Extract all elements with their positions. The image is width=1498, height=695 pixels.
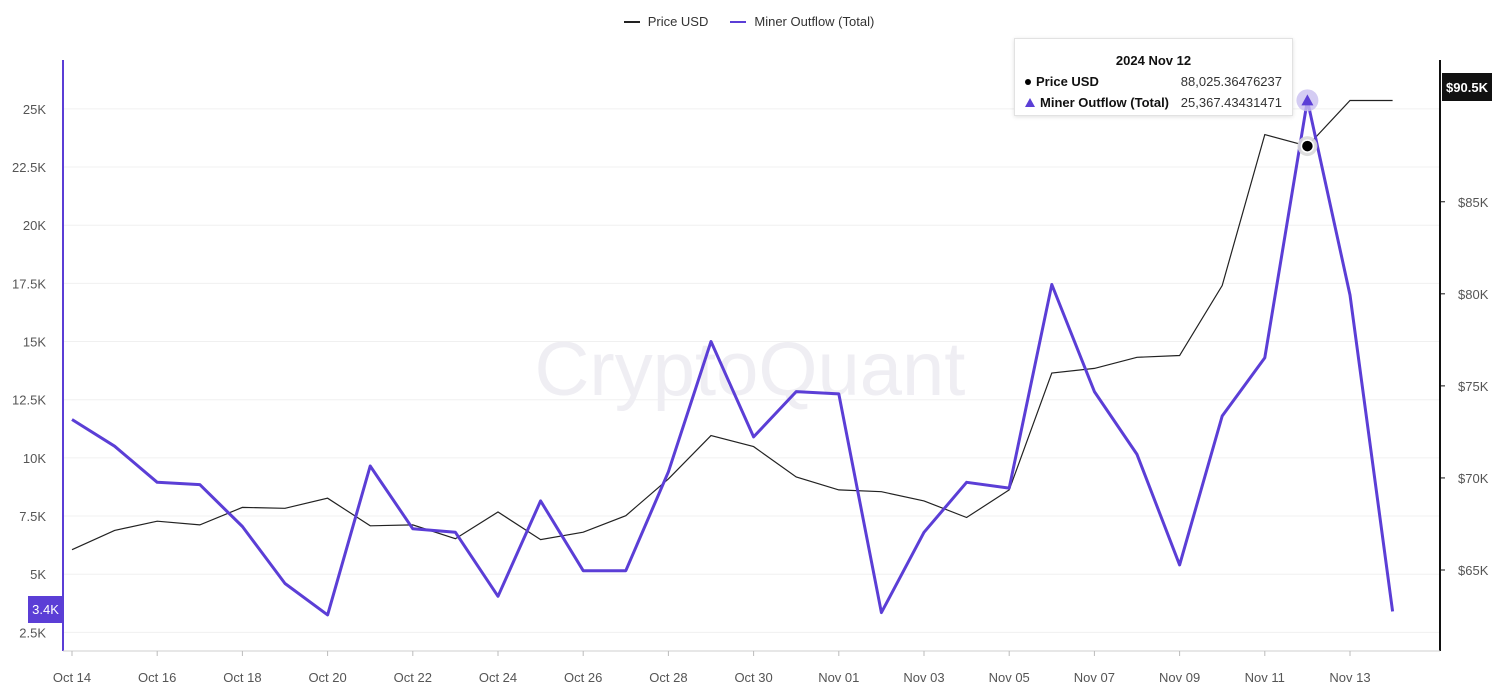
triangle-icon bbox=[1025, 98, 1035, 107]
series-layer bbox=[71, 98, 1395, 617]
legend-label-miner-outflow: Miner Outflow (Total) bbox=[754, 14, 875, 29]
x-tick-label: Oct 18 bbox=[223, 670, 261, 685]
legend-swatch-price bbox=[623, 20, 640, 23]
tooltip-row-price-value: 88,025.36476237 bbox=[1180, 74, 1282, 89]
left-tick-label: 15K bbox=[23, 335, 46, 350]
x-tick-label: Nov 01 bbox=[818, 670, 859, 685]
x-tick-label: Nov 13 bbox=[1329, 670, 1370, 685]
x-axis-ticks: Oct 14 Oct 16 Oct 18 Oct 20 Oct 22 Oct 24 Oct … bbox=[53, 651, 1371, 685]
triangle-icon bbox=[1301, 94, 1314, 106]
axes bbox=[62, 60, 1441, 652]
x-tick-label: Nov 11 bbox=[1245, 670, 1285, 685]
left-tick-label: 22.5K bbox=[12, 160, 46, 175]
legend-label-price: Price USD bbox=[647, 14, 709, 29]
tooltip-title: 2024 Nov 12 bbox=[1115, 53, 1192, 68]
left-axis-current-value-badge: 3.4K bbox=[28, 596, 63, 623]
chart-legend: Price USD Miner Outflow (Total) bbox=[0, 14, 1498, 29]
right-axis-ticks: $65K $70K $75K $80K $85K bbox=[1440, 195, 1489, 578]
right-tick-label: $70K bbox=[1458, 471, 1489, 486]
circle-icon bbox=[1025, 78, 1031, 85]
right-tick-label: $65K bbox=[1458, 563, 1489, 578]
x-tick-label: Oct 22 bbox=[394, 670, 432, 685]
series-line-miner-outflow bbox=[71, 98, 1395, 617]
left-tick-label: 10K bbox=[23, 451, 46, 466]
tooltip-row-miner-outflow: Miner Outflow (Total) 25,367.43431471 bbox=[1025, 95, 1282, 110]
series-line-price bbox=[71, 99, 1393, 551]
left-tick-label: 12.5K bbox=[12, 393, 46, 408]
watermark: CryptoQuant bbox=[535, 327, 966, 412]
tooltip: 2024 Nov 12 Price USD 88,025.36476237 Mi… bbox=[1014, 38, 1293, 116]
right-tick-label: $80K bbox=[1458, 287, 1489, 302]
tooltip-row-price-name: Price USD bbox=[1036, 74, 1099, 89]
left-tick-label: 25K bbox=[23, 102, 46, 117]
x-tick-label: Oct 14 bbox=[53, 670, 91, 685]
x-tick-label: Oct 30 bbox=[734, 670, 772, 685]
left-tick-label: 17.5K bbox=[12, 276, 46, 291]
legend-item-price[interactable]: Price USD bbox=[623, 14, 709, 29]
left-tick-label: 7.5K bbox=[19, 509, 46, 524]
hover-markers bbox=[1296, 89, 1319, 157]
x-tick-label: Nov 07 bbox=[1074, 670, 1115, 685]
x-tick-label: Oct 20 bbox=[308, 670, 346, 685]
right-tick-label: $85K bbox=[1458, 195, 1489, 210]
left-tick-label: 2.5K bbox=[19, 625, 46, 640]
circle-icon bbox=[1300, 139, 1315, 153]
left-tick-label: 20K bbox=[23, 218, 46, 233]
x-tick-label: Oct 26 bbox=[564, 670, 602, 685]
legend-swatch-miner-outflow bbox=[730, 20, 747, 23]
legend-item-miner-outflow[interactable]: Miner Outflow (Total) bbox=[730, 14, 874, 29]
left-axis-ticks: 2.5K 5K 7.5K 10K 12.5K 15K 17.5K 20K 22.5K 25K bbox=[12, 102, 46, 641]
tooltip-row-price: Price USD 88,025.36476237 bbox=[1025, 74, 1282, 89]
x-tick-label: Nov 03 bbox=[903, 670, 944, 685]
left-tick-label: 5K bbox=[30, 567, 46, 582]
tooltip-row-miner-outflow-name: Miner Outflow (Total) bbox=[1040, 95, 1170, 110]
tooltip-row-miner-outflow-value: 25,367.43431471 bbox=[1180, 95, 1282, 110]
x-tick-label: Nov 05 bbox=[989, 670, 1030, 685]
x-tick-label: Oct 24 bbox=[479, 670, 517, 685]
right-axis-current-value-badge: $90.5K bbox=[1442, 73, 1492, 101]
x-tick-label: Oct 16 bbox=[138, 670, 176, 685]
x-tick-label: Oct 28 bbox=[649, 670, 687, 685]
x-tick-label: Nov 09 bbox=[1159, 670, 1200, 685]
right-tick-label: $75K bbox=[1458, 379, 1489, 394]
